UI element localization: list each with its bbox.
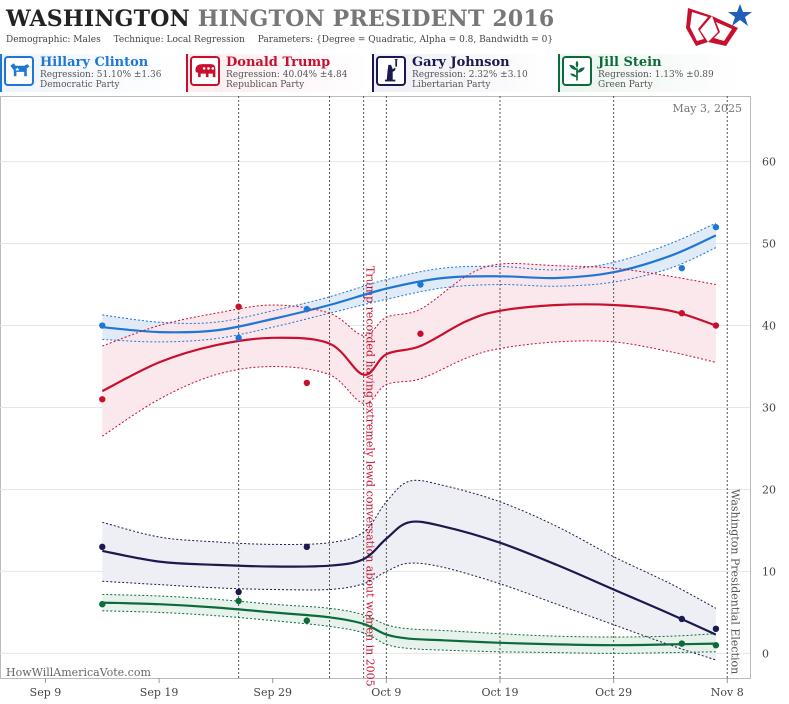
poll-point [417, 281, 424, 288]
poll-point [99, 396, 106, 403]
demographic-label: Demographic: Males [6, 35, 101, 45]
title-state: WASHINGTON [6, 6, 190, 32]
poll-point [303, 379, 311, 387]
poll-point [712, 625, 720, 633]
title-race: HINGTON PRESIDENT 2016 [197, 6, 555, 32]
poll-point [303, 305, 311, 313]
poll-points [99, 223, 720, 649]
page-title: WASHINGTON HINGTON PRESIDENT 2016 [6, 6, 554, 32]
poll-point [235, 334, 242, 342]
parameters-label: Parameters: {Degree = Quadratic, Alpha =… [257, 35, 554, 45]
watermark: HowWillAmericaVote.com [6, 666, 151, 679]
confidence-band [102, 594, 716, 654]
axes: 0 10 20 30 40 50 60 Sep 9 Sep 19 Sep 29 Oct 9 Oct 1… [30, 156, 776, 699]
candidate-card-trump[interactable]: Donald Trump Regression: 40.04% ±4.84 Re… [186, 54, 369, 92]
candidate-card-clinton[interactable]: Hillary Clinton Regression: 51.10% ±1.36… [0, 54, 183, 92]
poll-point [678, 615, 686, 623]
elephant-icon [190, 56, 220, 86]
upper-bound-line [102, 262, 716, 347]
event-lines: Trump recorded having extremely lewd con… [238, 96, 741, 687]
x-tick-label: Sep 19 [140, 686, 179, 699]
regression-line [101, 303, 717, 393]
poll-point [678, 640, 686, 647]
regression-lines [101, 222, 717, 661]
x-tick-label: Oct 29 [595, 686, 632, 699]
poll-point [417, 330, 424, 337]
site-logo-icon[interactable] [682, 2, 754, 52]
y-tick-label: 20 [762, 483, 776, 496]
candidate-regression: Regression: 2.32% ±3.10 [412, 70, 528, 80]
donkey-icon [4, 56, 34, 86]
candidate-regression: Regression: 1.13% ±0.89 [598, 70, 714, 80]
x-tick-label: Nov 8 [711, 686, 744, 699]
candidate-regression: Regression: 51.10% ±1.36 [40, 70, 162, 80]
y-tick-label: 0 [762, 647, 769, 660]
candidate-name: Donald Trump [226, 55, 331, 70]
candidate-card-johnson[interactable]: Gary Johnson Regression: 2.32% ±3.10 Lib… [372, 54, 555, 92]
lower-bound-line [102, 340, 717, 437]
candidate-regression: Regression: 40.04% ±4.84 [226, 70, 348, 80]
poll-point [678, 264, 686, 272]
parameters-line: Demographic: Males Technique: Local Regr… [6, 35, 563, 45]
poll-point [99, 322, 106, 329]
candidate-name: Jill Stein [598, 55, 662, 70]
y-tick-label: 60 [762, 156, 776, 169]
plant-icon [562, 56, 592, 86]
candidate-party: Libertarian Party [412, 80, 491, 90]
upper-bound-line [102, 479, 717, 609]
event-annotation: Trump recorded having extremely lewd con… [364, 266, 377, 687]
candidate-name: Gary Johnson [412, 55, 510, 70]
regression-line [102, 234, 717, 334]
candidate-party: Green Party [598, 80, 653, 90]
liberty-torch-icon [376, 56, 406, 86]
upper-bound-line [102, 222, 717, 324]
poll-point [235, 588, 242, 596]
technique-label: Technique: Local Regression [113, 35, 245, 45]
y-tick-label: 40 [762, 320, 776, 333]
x-tick-label: Oct 19 [481, 686, 518, 699]
poll-point [235, 597, 242, 605]
poll-point [712, 642, 720, 649]
poll-point [303, 543, 311, 551]
regression-line [102, 520, 717, 636]
y-tick-label: 50 [762, 238, 776, 251]
regression-line [102, 601, 716, 647]
poll-point [712, 322, 720, 329]
candidate-party: Republican Party [226, 80, 305, 90]
regression-chart: Trump recorded having extremely lewd con… [0, 96, 776, 699]
lower-bound-line [102, 247, 717, 343]
poll-point [303, 617, 311, 624]
poll-point [678, 310, 686, 317]
date-label: May 3, 2025 [672, 102, 742, 115]
y-tick-label: 30 [762, 401, 776, 414]
poll-point [235, 303, 242, 310]
x-tick-label: Oct 9 [371, 686, 401, 699]
poll-point [99, 543, 106, 551]
x-tick-label: Sep 9 [30, 686, 62, 699]
y-tick-label: 10 [762, 565, 776, 578]
lower-bound-line [102, 562, 717, 661]
candidate-name: Hillary Clinton [40, 55, 149, 70]
poll-point [712, 223, 720, 231]
election-annotation: Washington Presidential Election [728, 489, 741, 674]
candidate-party: Democratic Party [40, 80, 120, 90]
poll-point [99, 601, 106, 608]
plot-frame [0, 96, 751, 679]
x-tick-label: Sep 29 [253, 686, 292, 699]
candidate-card-stein[interactable]: Jill Stein Regression: 1.13% ±0.89 Green… [558, 54, 741, 92]
confidence-band [102, 480, 716, 660]
